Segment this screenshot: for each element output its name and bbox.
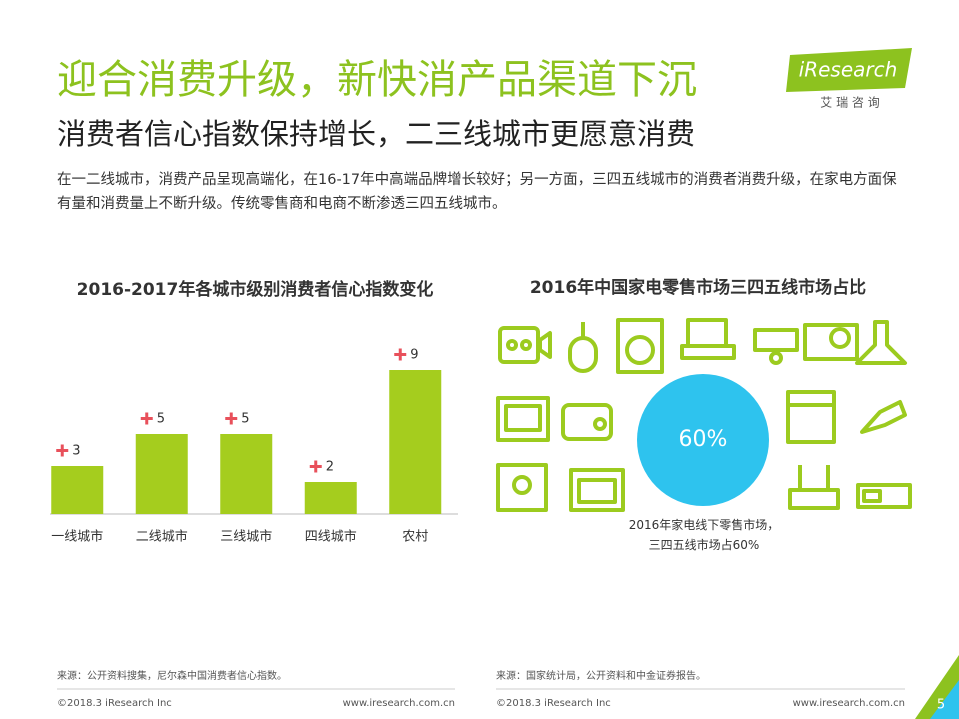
bar [51, 466, 104, 514]
value-label: 3 [72, 444, 80, 459]
x-tick-label: 四线城市 [305, 529, 357, 545]
corner [930, 680, 959, 719]
value-label: 5 [241, 412, 249, 427]
plus-mark [314, 460, 318, 473]
value-label: 5 [157, 412, 165, 427]
x-tick-label: 三线城市 [220, 529, 272, 545]
subtitle: 消费者信心指数保持增长，二三线城市更愿意消费 [57, 117, 695, 151]
title: 迎合消费升级，新快消产品渠道下沉 [57, 57, 697, 103]
logo: iResearch [799, 58, 898, 82]
bar [389, 370, 442, 514]
appliance-icons [496, 318, 912, 512]
logo-box [786, 48, 912, 92]
bar [135, 434, 188, 514]
bar [304, 482, 357, 514]
value-label: 60% [679, 427, 728, 452]
url: www.iresearch.com.cn [343, 698, 455, 709]
x-tick-label: 农村 [402, 530, 428, 545]
plus-mark [60, 444, 64, 457]
chart-title: 2016-2017年各城市级别消费者信心指数变化 [77, 279, 434, 300]
plus-mark [229, 412, 233, 425]
url: www.iresearch.com.cn [793, 698, 905, 709]
x-tick-label: 二线城市 [136, 529, 188, 545]
intro-text: 在一二线城市，消费产品呈现高端化，在16-17年中高端品牌增长较好；另一方面，三… [57, 172, 897, 212]
value-label: 9 [410, 348, 418, 363]
x-tick-label: 一线城市 [51, 529, 103, 545]
caption: 2016年家电线下零售市场，三四五线市场占60% [628, 518, 780, 552]
value-label: 2 [326, 460, 334, 475]
share-circle [637, 374, 769, 506]
logo-sub: 艾 瑞 咨 询 [820, 95, 879, 110]
copyright: ©2018.3 iResearch Inc [496, 698, 611, 709]
page-number: 5 [937, 698, 945, 713]
source: 来源：国家统计局，公开资料和中金证券报告。 [496, 669, 706, 682]
bar [220, 434, 273, 514]
plus-mark [398, 348, 402, 361]
copyright: ©2018.3 iResearch Inc [57, 698, 172, 709]
chart-title: 2016年中国家电零售市场三四五线市场占比 [530, 277, 866, 298]
source: 来源：公开资料搜集，尼尔森中国消费者信心指数。 [57, 669, 287, 682]
plus-mark [145, 412, 149, 425]
